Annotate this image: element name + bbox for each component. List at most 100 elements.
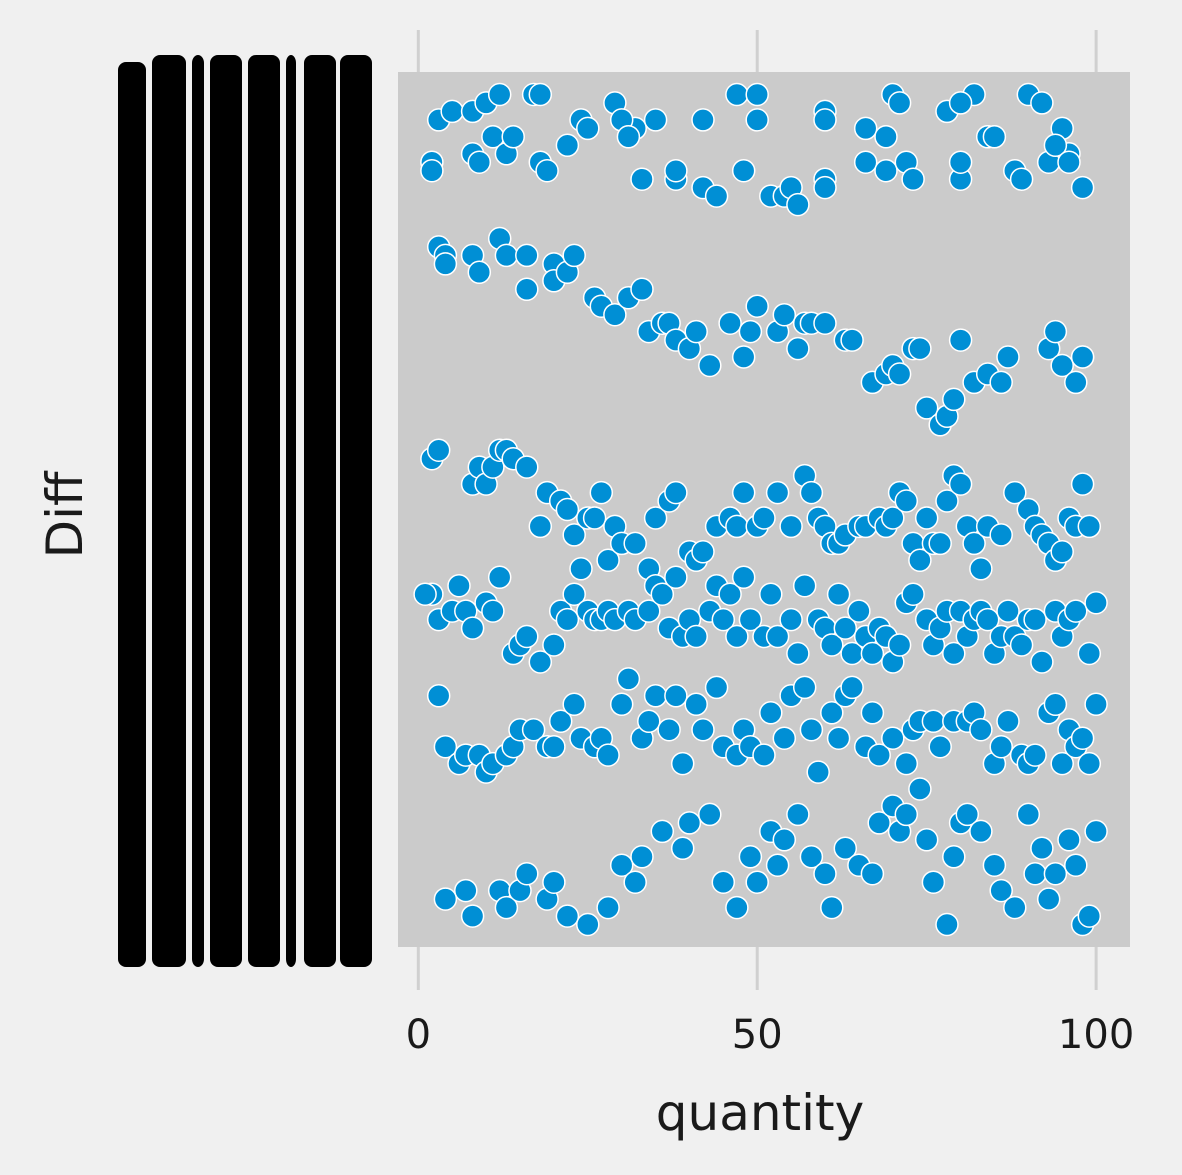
data-point bbox=[440, 99, 464, 124]
data-point bbox=[1050, 751, 1074, 776]
data-point bbox=[942, 845, 966, 869]
data-point bbox=[555, 904, 580, 928]
data-point bbox=[1009, 167, 1034, 191]
data-point bbox=[779, 607, 803, 632]
data-point bbox=[772, 302, 797, 327]
data-point bbox=[989, 523, 1013, 547]
data-point bbox=[745, 870, 769, 894]
data-point bbox=[691, 540, 715, 564]
data-point bbox=[460, 904, 485, 928]
data-point bbox=[637, 599, 661, 623]
data-point bbox=[1077, 904, 1102, 928]
y-tick-label-column bbox=[210, 55, 242, 967]
data-point bbox=[914, 506, 939, 530]
data-point bbox=[1057, 150, 1081, 174]
data-point bbox=[616, 125, 641, 149]
data-point bbox=[765, 624, 790, 649]
data-point bbox=[664, 158, 688, 183]
data-point bbox=[935, 912, 959, 937]
data-point bbox=[1003, 895, 1027, 920]
data-point bbox=[548, 709, 573, 734]
data-point bbox=[650, 582, 675, 606]
data-point bbox=[813, 861, 837, 886]
data-point bbox=[657, 717, 681, 742]
data-point bbox=[1070, 345, 1095, 369]
data-point bbox=[698, 802, 722, 827]
data-point bbox=[786, 802, 810, 827]
data-point bbox=[833, 616, 858, 640]
data-point bbox=[881, 506, 905, 530]
data-point bbox=[1043, 861, 1068, 886]
data-point bbox=[914, 828, 939, 852]
data-point bbox=[460, 616, 485, 640]
data-point bbox=[860, 701, 885, 725]
data-point bbox=[887, 91, 912, 115]
data-point bbox=[725, 895, 749, 920]
x-tick-label: 50 bbox=[732, 1012, 783, 1058]
data-point bbox=[982, 853, 1007, 877]
data-point bbox=[799, 717, 824, 742]
data-point bbox=[718, 311, 742, 335]
data-point bbox=[420, 158, 444, 183]
data-point bbox=[1064, 853, 1088, 877]
data-point bbox=[881, 726, 905, 750]
data-point bbox=[901, 582, 925, 606]
data-point bbox=[684, 624, 708, 649]
data-point bbox=[1064, 599, 1088, 623]
data-point bbox=[684, 319, 708, 344]
data-point bbox=[962, 531, 986, 556]
data-point bbox=[989, 734, 1013, 759]
data-point bbox=[596, 895, 620, 920]
data-point bbox=[738, 607, 763, 632]
data-point bbox=[840, 675, 864, 700]
data-point bbox=[833, 836, 858, 861]
data-point bbox=[515, 624, 539, 649]
data-point bbox=[894, 802, 919, 827]
data-point bbox=[494, 243, 519, 268]
data-point bbox=[840, 328, 864, 352]
data-point bbox=[731, 565, 756, 590]
data-point bbox=[596, 548, 620, 573]
data-point bbox=[745, 108, 769, 132]
data-point bbox=[670, 836, 695, 861]
data-point bbox=[569, 557, 593, 581]
data-point bbox=[677, 811, 702, 835]
data-point bbox=[630, 167, 654, 191]
y-tick-labels-overlapping bbox=[118, 55, 372, 967]
data-point bbox=[1023, 743, 1047, 767]
data-point bbox=[779, 514, 803, 539]
data-point bbox=[969, 819, 993, 844]
data-point bbox=[928, 734, 952, 759]
data-point bbox=[738, 319, 763, 344]
data-point bbox=[1030, 650, 1054, 674]
data-point bbox=[433, 734, 458, 759]
data-point bbox=[555, 607, 580, 632]
y-tick-label-column bbox=[118, 62, 146, 967]
y-tick-label-column bbox=[192, 55, 204, 967]
data-point bbox=[996, 345, 1020, 369]
data-point bbox=[887, 362, 912, 386]
data-point bbox=[643, 684, 668, 708]
data-point bbox=[799, 845, 824, 869]
data-point bbox=[772, 726, 797, 750]
data-point bbox=[643, 108, 668, 132]
data-point bbox=[670, 751, 695, 776]
data-point bbox=[454, 878, 478, 903]
data-point bbox=[948, 328, 973, 352]
y-tick-label-column bbox=[286, 55, 296, 967]
data-point bbox=[528, 82, 553, 107]
data-point bbox=[616, 667, 641, 691]
data-point bbox=[562, 523, 586, 547]
data-point bbox=[745, 82, 769, 107]
data-point bbox=[813, 108, 837, 132]
data-point bbox=[515, 277, 539, 302]
data-point bbox=[806, 760, 830, 784]
x-tick-label: 0 bbox=[406, 1012, 431, 1058]
data-point bbox=[637, 709, 661, 734]
data-point bbox=[1016, 802, 1041, 827]
data-point bbox=[894, 489, 919, 513]
data-point bbox=[921, 709, 946, 734]
data-point bbox=[948, 150, 973, 174]
data-point bbox=[745, 294, 769, 318]
data-point bbox=[969, 557, 993, 581]
